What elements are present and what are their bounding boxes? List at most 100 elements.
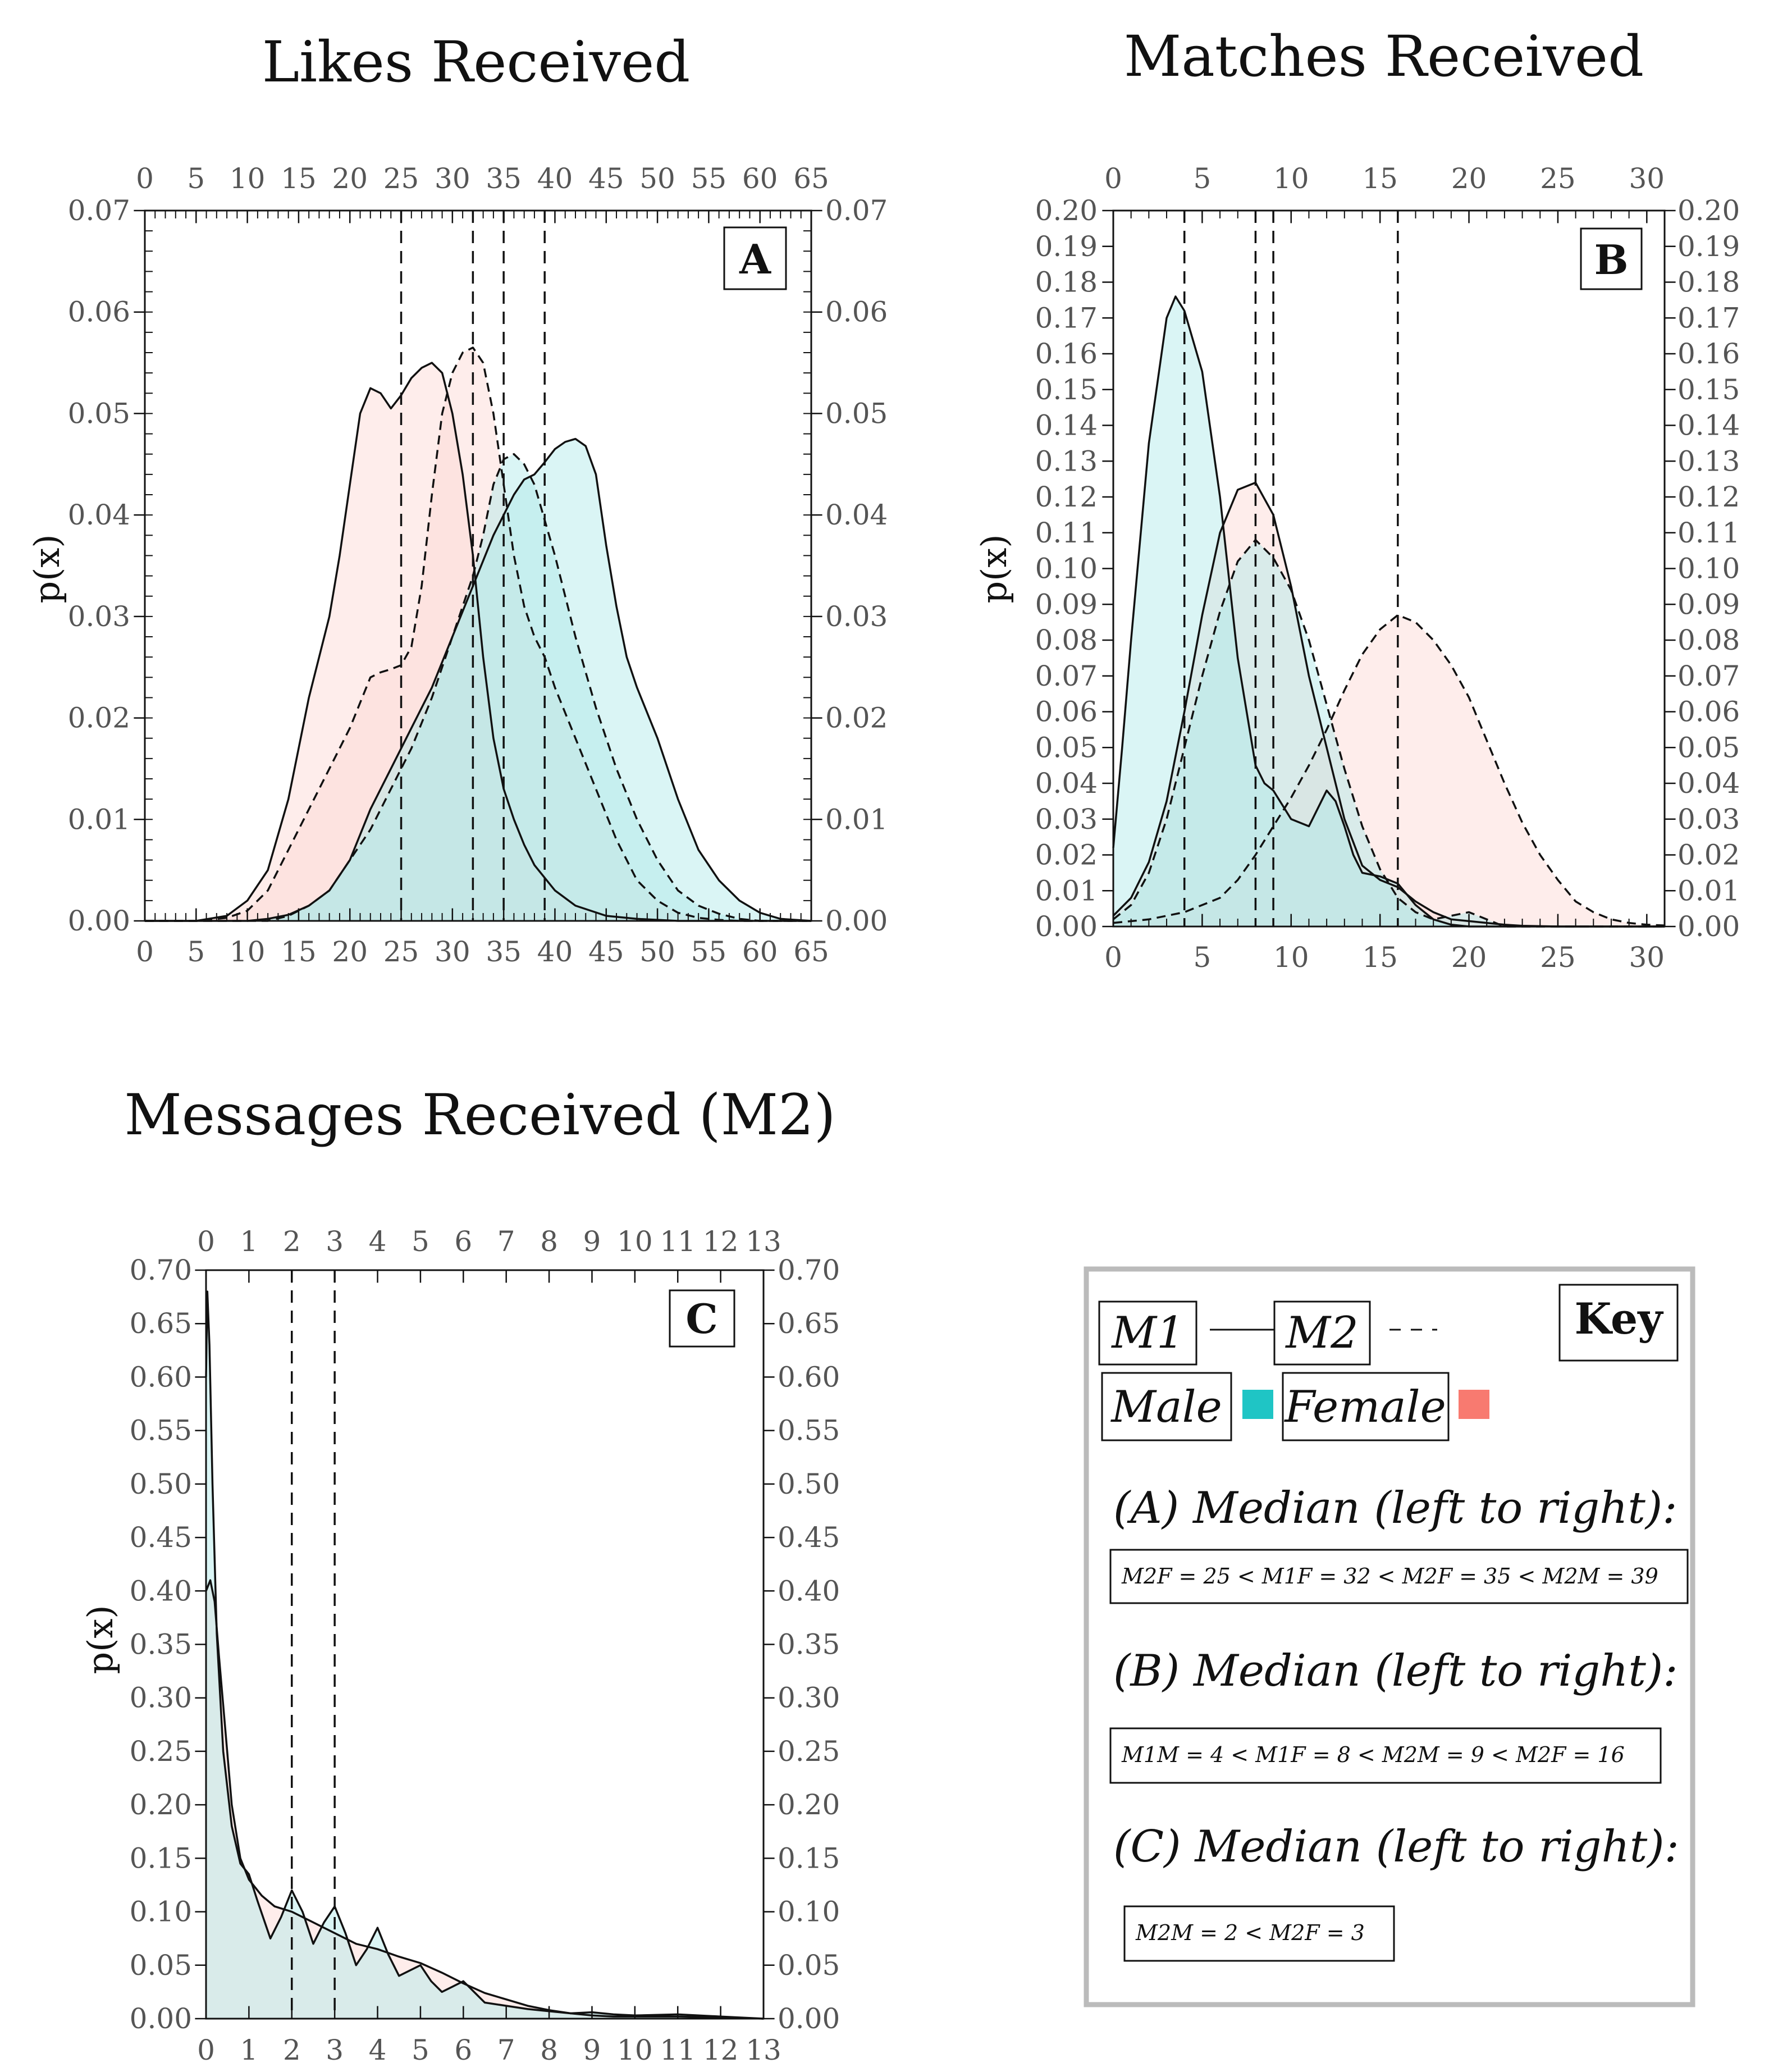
chart-b-ytick-label-right: 0.04 — [1677, 767, 1740, 800]
key-median-b-box — [1109, 1727, 1662, 1784]
chart-b-xtick-label: 25 — [1540, 941, 1576, 974]
chart-b-xtick-label-top: 0 — [1104, 162, 1122, 195]
chart-b-ytick-label: 0.11 — [1035, 517, 1098, 549]
chart-b-xtick-label-top: 20 — [1451, 162, 1487, 195]
chart-a-xtick-label: 50 — [639, 935, 675, 968]
chart-b-ytick-label-right: 0.06 — [1677, 696, 1740, 728]
chart-a-xtick-label: 45 — [588, 935, 624, 968]
chart-c-ytick-label: 0.25 — [130, 1735, 192, 1768]
chart-b-letter-box — [1580, 227, 1643, 290]
key-median-a-equation: M2F = 25 < M1F = 32 < M2F = 35 < M2M = 3… — [1121, 1564, 1658, 1589]
chart-a-xtick-label-top: 0 — [136, 162, 154, 195]
chart-b-ytick-label: 0.14 — [1035, 409, 1098, 442]
chart-b-area-m1-male — [1113, 296, 1665, 927]
chart-a-ylabel: p(x) — [26, 534, 67, 603]
chart-c-ytick-label-right: 0.40 — [778, 1574, 840, 1607]
chart-a-xtick-label: 25 — [383, 935, 419, 968]
chart-b-letter: B — [1594, 236, 1629, 284]
key-median-b-equation: M1M = 4 < M1F = 8 < M2M = 9 < M2F = 16 — [1121, 1742, 1625, 1767]
key-female-label: Female — [1283, 1382, 1446, 1432]
chart-a-xtick-label-top: 10 — [230, 162, 266, 195]
chart-a-ytick-label-right: 0.00 — [825, 905, 888, 937]
chart-c-xtick-label: 7 — [497, 2034, 515, 2066]
chart-b-ytick-label-right: 0.07 — [1677, 660, 1740, 692]
chart-b-area-m1-female — [1113, 482, 1665, 927]
chart-c-ytick-label-right: 0.55 — [778, 1414, 840, 1447]
key-female-box — [1282, 1372, 1450, 1441]
chart-c-ytick-label-right: 0.70 — [778, 1254, 840, 1286]
chart-a-ytick-label-right: 0.06 — [825, 296, 888, 328]
chart-b-line-m1-male — [1112, 295, 1665, 928]
chart-c-title: Messages Received (M2) — [124, 1082, 835, 1148]
chart-b-line-m1-female — [1112, 481, 1665, 928]
chart-c-xtick-label-top: 4 — [369, 1225, 387, 1258]
chart-a-xtick-label-top: 40 — [537, 162, 573, 195]
chart-c-ytick-label: 0.60 — [130, 1361, 192, 1393]
chart-a-xtick-label-top: 50 — [639, 162, 675, 195]
key-m1-label: M1 — [1110, 1308, 1185, 1358]
chart-b-ytick-label: 0.09 — [1035, 588, 1098, 620]
chart-b-ytick-label: 0.16 — [1035, 337, 1098, 370]
chart-c-xtick-label: 3 — [326, 2034, 344, 2066]
chart-a-xtick-label: 40 — [537, 935, 573, 968]
chart-a-xtick-label-top: 45 — [588, 162, 624, 195]
chart-b-ytick-label: 0.07 — [1035, 660, 1098, 692]
chart-c-ytick-label-right: 0.05 — [778, 1949, 840, 1982]
chart-b-ytick-label: 0.18 — [1035, 266, 1098, 299]
chart-c-xtick-label: 1 — [240, 2034, 258, 2066]
chart-c-xtick-label: 8 — [540, 2034, 558, 2066]
chart-a-ytick-label-right: 0.03 — [825, 600, 888, 633]
chart-c-ytick-label: 0.35 — [130, 1628, 192, 1661]
chart-b-area-m2-female — [1113, 615, 1665, 927]
chart-a-area-m1-female — [145, 363, 811, 921]
chart-b: Matches Received p(x) 0 0 5 5 10 10 15 15 20 20 25… — [973, 24, 1740, 974]
chart-a-frame — [144, 209, 812, 922]
chart-c-ytick-label: 0.05 — [130, 1949, 192, 1982]
chart-c: Messages Received (M2) p(x) 001122334455… — [80, 1082, 840, 2066]
chart-a-line-m1-female — [145, 362, 811, 922]
chart-a-xtick-label-top: 20 — [332, 162, 368, 195]
chart-a-xtick-label: 30 — [435, 935, 470, 968]
chart-a-xtick-label: 60 — [742, 935, 778, 968]
chart-a-ytick-label: 0.02 — [68, 702, 130, 734]
chart-c-letter: C — [685, 1295, 717, 1343]
chart-a-ytick-label: 0.04 — [68, 499, 130, 531]
chart-b-ytick-label-right: 0.13 — [1677, 445, 1740, 477]
chart-c-ytick-label: 0.65 — [130, 1307, 192, 1340]
chart-a-ytick-label-right: 0.02 — [825, 702, 888, 734]
chart-b-xtick-label: 5 — [1193, 941, 1211, 974]
key-m1-box — [1098, 1300, 1197, 1366]
chart-c-xtick-label: 2 — [283, 2034, 301, 2066]
chart-c-ytick-label: 0.45 — [130, 1521, 192, 1554]
chart-b-xtick-label-top: 25 — [1540, 162, 1576, 195]
chart-b-ytick-label: 0.05 — [1035, 731, 1098, 764]
chart-b-ytick-label-right: 0.05 — [1677, 731, 1740, 764]
chart-c-xtick-label-top: 10 — [617, 1225, 653, 1258]
chart-b-title: Matches Received — [1124, 24, 1644, 89]
chart-b-ytick-label-right: 0.00 — [1677, 910, 1740, 943]
chart-c-ytick-label-right: 0.50 — [778, 1468, 840, 1500]
chart-c-xtick-label: 0 — [197, 2034, 215, 2066]
chart-b-ytick-label: 0.08 — [1035, 624, 1098, 656]
chart-c-xtick-label-top: 2 — [283, 1225, 301, 1258]
chart-c-ytick-label: 0.10 — [130, 1896, 192, 1928]
chart-c-ytick-label-right: 0.00 — [778, 2002, 840, 2035]
chart-a-ytick-label: 0.07 — [68, 194, 130, 227]
chart-a-ytick-label: 0.05 — [68, 397, 130, 430]
chart-a-xtick-label: 0 — [136, 935, 154, 968]
chart-c-ytick-label-right: 0.65 — [778, 1307, 840, 1340]
chart-c-xtick-label: 12 — [703, 2034, 739, 2066]
chart-b-xtick-label: 30 — [1629, 941, 1665, 974]
chart-a-xtick-label: 65 — [793, 935, 829, 968]
legend-key: Key M1 M2 Male Female (A) Median (left t… — [1084, 1266, 1695, 2007]
chart-b-ytick-label-right: 0.12 — [1677, 481, 1740, 513]
chart-a-xtick-label: 10 — [230, 935, 266, 968]
chart-c-xtick-label-top: 3 — [326, 1225, 344, 1258]
chart-a-title: Likes Received — [262, 29, 691, 95]
chart-b-ytick-label-right: 0.10 — [1677, 553, 1740, 585]
chart-a-letter: A — [739, 235, 771, 283]
chart-b-xtick-label: 20 — [1451, 941, 1487, 974]
chart-a-xtick-label: 5 — [187, 935, 205, 968]
